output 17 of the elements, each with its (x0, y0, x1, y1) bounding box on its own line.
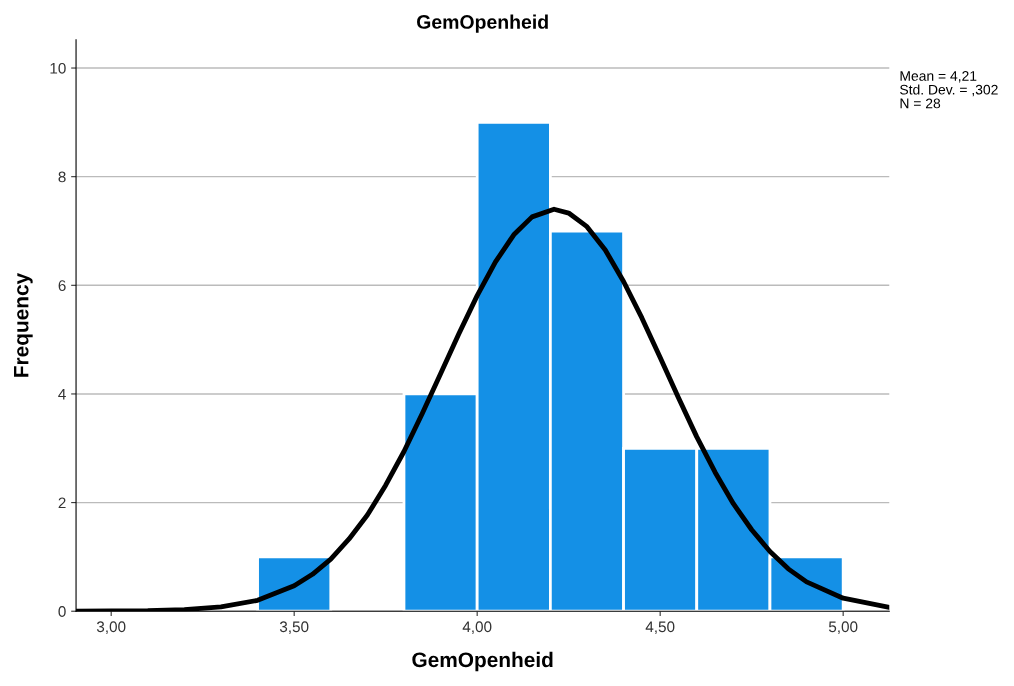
x-tick-label: 4,50 (645, 621, 675, 634)
x-tick-label: 4,00 (462, 621, 492, 634)
text: Std. Dev. = ,302 (900, 84, 998, 97)
y-axis-title: Frequency (14, 272, 33, 377)
y-tick-label: 4 (58, 388, 66, 400)
y-tick-label: 2 (58, 497, 66, 509)
y-tick-label: 6 (58, 280, 66, 291)
x-tick-label: 3,00 (96, 621, 126, 634)
y-tick-label: 0 (58, 606, 66, 617)
text: Mean = 4,21 (900, 71, 977, 83)
chart-title: GemOpenheid (417, 14, 548, 33)
text: N = 28 (900, 98, 941, 109)
y-tick-label: 8 (58, 171, 66, 183)
y-tick-label: 10 (50, 62, 66, 74)
x-tick-label: 5,00 (828, 621, 858, 634)
x-tick-label: 3,50 (279, 621, 309, 634)
x-axis-title: GemOpenheid (412, 651, 553, 672)
